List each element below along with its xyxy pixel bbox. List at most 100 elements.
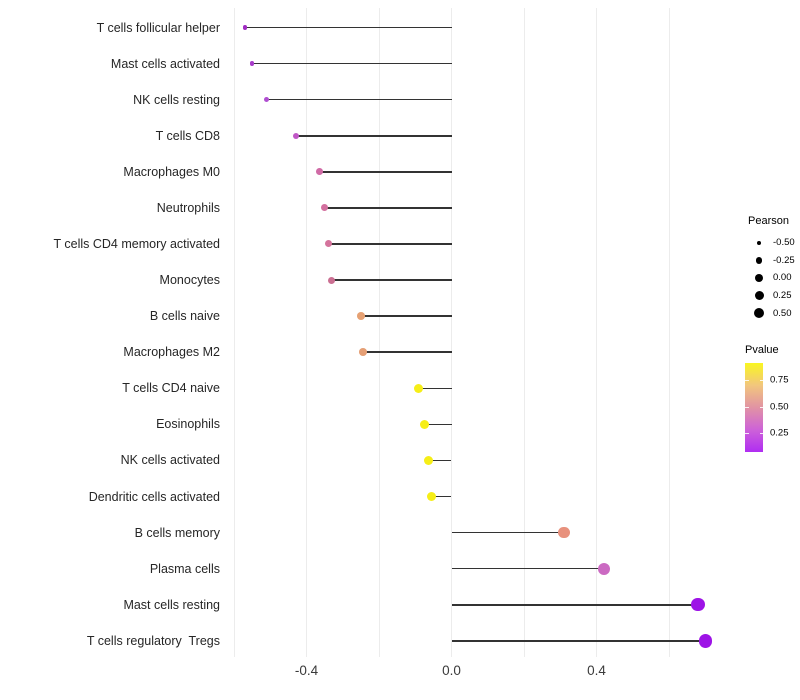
data-point-dot — [249, 61, 255, 66]
lollipop-stem — [451, 531, 564, 534]
category-label: Mast cells activated — [110, 56, 220, 71]
legend-size-dot-wrap — [750, 308, 768, 319]
lollipop-stem — [252, 62, 452, 65]
gridline-x — [378, 8, 380, 657]
category-label: T cells follicular helper — [96, 20, 220, 35]
x-tick-label: 0.4 — [587, 663, 606, 678]
category-label: Eosinophils — [156, 417, 220, 432]
x-tick-label: -0.4 — [294, 663, 319, 678]
data-point-dot — [424, 455, 434, 466]
data-point-dot — [356, 312, 365, 321]
legend-size-dot-wrap — [750, 291, 768, 301]
pvalue-gradient-bar — [745, 363, 763, 452]
data-point-dot — [419, 419, 429, 429]
lollipop-stem — [451, 603, 698, 606]
legend-size-entry: 0.00 — [748, 269, 795, 287]
legend-pvalue-tick-label: 0.50 — [770, 401, 789, 413]
legend-pearson-size: Pearson -0.50 -0.25 0.00 0.25 0.50 — [748, 215, 795, 322]
legend-size-label: 0.00 — [773, 272, 792, 284]
legend-size-label: 0.25 — [773, 290, 792, 302]
legend-size-label: -0.25 — [773, 254, 795, 266]
lollipop-stem — [331, 279, 452, 281]
gridline-x — [668, 8, 670, 657]
lollipop-stem — [428, 459, 452, 462]
legend-pvalue-tick-label: 0.25 — [770, 427, 789, 439]
data-point-dot — [426, 491, 436, 502]
lollipop-stem — [328, 243, 452, 245]
lollipop-stem — [451, 567, 604, 570]
data-point-dot — [691, 598, 705, 612]
gridline-x — [306, 8, 307, 657]
lollipop-stem — [362, 351, 452, 353]
lollipop-stem — [424, 423, 452, 426]
legend-size-dot-icon — [754, 291, 764, 301]
legend-pvalue-color: Pvalue 0.75 0.50 0.25 — [745, 344, 789, 452]
legend-size-label: -0.50 — [773, 237, 795, 249]
legend-size-dot-wrap — [750, 257, 768, 264]
lollipop-stem — [431, 495, 452, 498]
category-label: NK cells resting — [133, 92, 220, 107]
legend-size-dot-icon — [756, 240, 762, 246]
legend-size-label: 0.50 — [773, 307, 792, 319]
lollipop-stem — [244, 26, 452, 29]
lollipop-stem — [324, 207, 452, 209]
data-point-dot — [242, 25, 248, 30]
gridline-x — [233, 8, 235, 657]
data-point-dot — [315, 168, 323, 176]
data-point-dot — [292, 132, 299, 139]
category-label: T cells CD4 naive — [122, 381, 220, 396]
legend-pvalue-tick-label: 0.75 — [770, 374, 789, 386]
data-point-dot — [414, 383, 424, 393]
pvalue-bar-notch — [745, 433, 749, 434]
pvalue-bar-notch — [745, 407, 749, 408]
category-label: T cells CD8 — [155, 128, 220, 143]
pvalue-gradient-wrap: 0.75 0.50 0.25 — [745, 363, 789, 452]
data-point-dot — [324, 240, 332, 248]
data-point-dot — [597, 562, 610, 575]
data-point-dot — [321, 204, 329, 212]
pvalue-bar-notch — [759, 407, 763, 408]
legend-size-entry: -0.50 — [748, 234, 795, 252]
legend-size-entry: 0.50 — [748, 304, 795, 322]
category-label: Monocytes — [159, 273, 220, 288]
pvalue-bar-notch — [759, 380, 763, 381]
lollipop-stem — [266, 98, 452, 101]
legend-size-entry: 0.25 — [748, 287, 795, 305]
category-label: T cells regulatory Tregs — [86, 633, 220, 648]
category-label: Macrophages M2 — [123, 345, 220, 360]
legend-pvalue-title: Pvalue — [745, 344, 779, 356]
lollipop-stem — [295, 134, 452, 137]
gridline-x — [596, 8, 597, 657]
legend-size-dot-icon — [755, 257, 763, 264]
category-label: Macrophages M0 — [123, 164, 220, 179]
legend-size-entry: -0.25 — [748, 252, 795, 270]
legend-size-dot-icon — [755, 273, 763, 282]
lollipop-stem — [319, 171, 452, 173]
category-label: NK cells activated — [120, 453, 220, 468]
lollipop-stem — [418, 387, 452, 390]
pvalue-bar-notch — [745, 380, 749, 381]
category-label: B cells naive — [149, 309, 220, 324]
category-label: B cells memory — [134, 525, 220, 540]
gridline-x — [523, 8, 525, 657]
category-label: T cells CD4 memory activated — [53, 236, 221, 251]
data-point-dot — [698, 634, 712, 648]
legend-pearson-title: Pearson — [748, 215, 789, 227]
legend-size-dot-wrap — [750, 240, 768, 246]
category-label: Plasma cells — [149, 561, 220, 576]
lollipop-stem — [451, 640, 706, 642]
category-label: Neutrophils — [156, 200, 220, 215]
data-point-dot — [264, 97, 270, 103]
legend-size-dot-icon — [754, 308, 764, 319]
category-label: Dendritic cells activated — [88, 489, 220, 504]
x-tick-label: 0.0 — [442, 663, 461, 678]
lollipop-stem — [360, 315, 452, 317]
gridline-x — [451, 8, 452, 657]
legend-size-dot-wrap — [750, 273, 768, 282]
data-point-dot — [558, 526, 570, 539]
pvalue-bar-notch — [759, 433, 763, 434]
category-label: Mast cells resting — [123, 597, 220, 612]
legend-pearson-entries: -0.50 -0.25 0.00 0.25 0.50 — [748, 234, 795, 322]
data-point-dot — [358, 348, 367, 357]
